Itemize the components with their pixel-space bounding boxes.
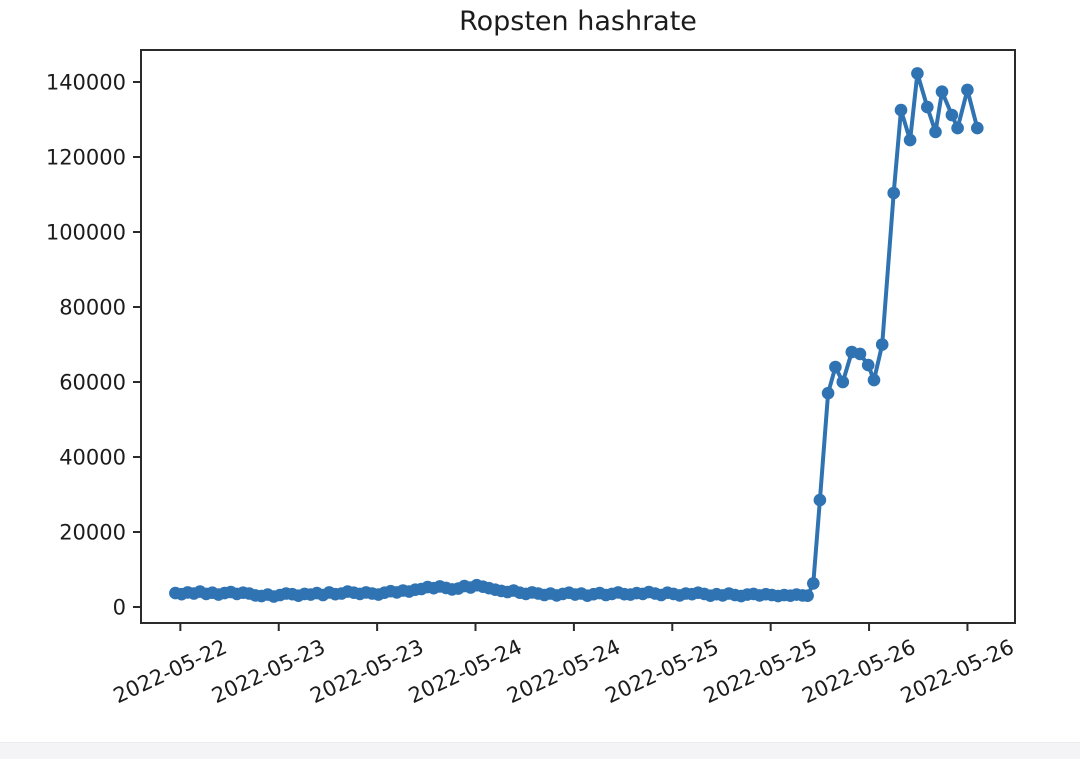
data-point (921, 100, 934, 114)
data-point (961, 83, 974, 97)
data-point (813, 493, 827, 507)
data-point (801, 589, 814, 602)
window-bottom-strip (0, 742, 1080, 759)
data-point (929, 125, 942, 139)
x-tick-label: 2022-05-26 (897, 635, 1018, 708)
y-tick-label: 60000 (59, 370, 126, 394)
data-point (887, 186, 900, 200)
y-tick-label: 0 (113, 595, 126, 619)
y-tick-label: 40000 (59, 445, 126, 469)
data-point (829, 360, 842, 374)
data-point (836, 375, 850, 389)
data-point (945, 108, 959, 122)
data-point (971, 121, 984, 135)
data-point (861, 358, 875, 372)
data-point (903, 133, 917, 147)
y-tick-label: 120000 (46, 145, 126, 169)
y-tick-label: 20000 (59, 520, 126, 544)
data-point (807, 577, 820, 590)
data-point (821, 386, 835, 400)
chart-title: Ropsten hashrate (459, 6, 697, 37)
data-point (951, 121, 964, 135)
y-tick-label: 100000 (46, 220, 126, 244)
hashrate-series-line (173, 71, 980, 599)
data-point (875, 338, 889, 351)
y-tick-label: 140000 (46, 70, 126, 94)
data-point (853, 347, 867, 361)
data-point (894, 103, 908, 117)
y-tick-label: 80000 (59, 295, 126, 319)
axes-box (140, 49, 1016, 624)
data-point (935, 85, 949, 98)
data-point (911, 67, 924, 80)
data-point (867, 373, 881, 387)
